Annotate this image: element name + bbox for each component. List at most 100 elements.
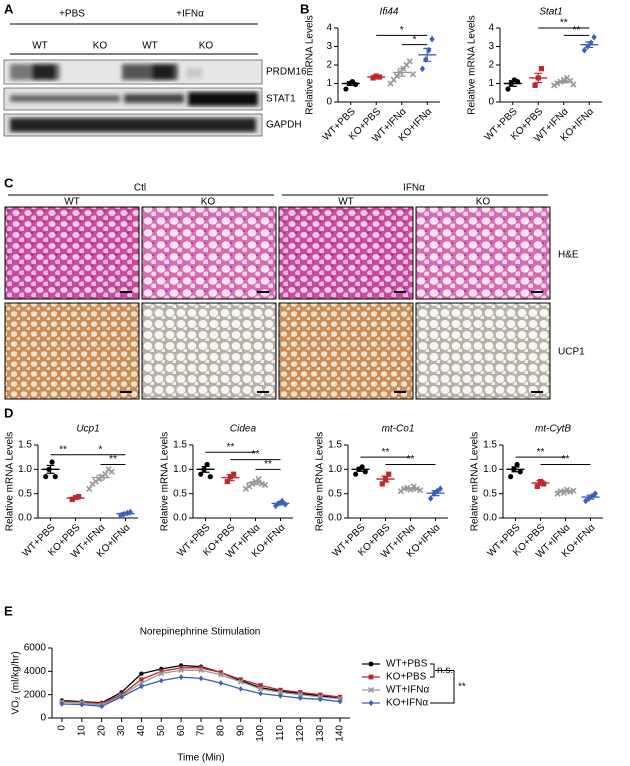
marker xyxy=(79,701,84,708)
y-tick-label: 1.0 xyxy=(483,464,497,475)
marker xyxy=(297,691,304,698)
marker xyxy=(517,469,523,475)
error-bar xyxy=(431,490,440,497)
significance-label: ** xyxy=(562,454,570,465)
marker xyxy=(279,497,285,505)
panel-label: A xyxy=(4,1,14,16)
y-tick-label: 4 xyxy=(488,23,494,34)
error-bar xyxy=(71,496,80,500)
y-tick-label: 4 xyxy=(326,23,332,34)
y-tick-label: 2 xyxy=(488,60,494,71)
y-tick-label: 0 xyxy=(40,713,46,724)
treatment-label: Ctl xyxy=(134,183,146,194)
genotype-label: KO xyxy=(199,41,214,52)
x-tick-label: 90 xyxy=(235,725,246,737)
marker xyxy=(277,689,284,696)
marker xyxy=(178,674,184,681)
error-bar xyxy=(121,512,130,516)
marker xyxy=(514,461,520,468)
treatment-label: IFNα xyxy=(403,183,425,194)
error-bar xyxy=(381,475,390,483)
marker xyxy=(258,690,263,697)
y-axis-label: Relative mRNA Levels xyxy=(305,15,316,114)
y-tick-label: 1 xyxy=(488,78,494,89)
marker xyxy=(337,695,343,702)
marker xyxy=(102,471,109,478)
y-axis-label: Relative mRNA Levels xyxy=(315,432,326,531)
marker xyxy=(318,692,323,697)
marker xyxy=(86,485,93,492)
marker xyxy=(591,33,597,41)
marker xyxy=(541,481,547,487)
marker xyxy=(238,685,243,692)
y-axis-label: Relative mRNA Levels xyxy=(470,432,481,531)
histology-image xyxy=(4,206,140,300)
marker xyxy=(278,692,283,699)
marker xyxy=(49,459,55,465)
error-bar xyxy=(356,466,365,472)
marker xyxy=(419,65,426,73)
marker xyxy=(237,679,244,685)
marker xyxy=(158,670,165,677)
y-tick-label: 2 xyxy=(326,60,332,71)
marker xyxy=(198,667,204,673)
significance-label: * xyxy=(413,34,417,45)
marker xyxy=(550,82,558,89)
legend-label: KO+PBS xyxy=(386,672,427,683)
marker xyxy=(119,694,124,700)
marker xyxy=(59,701,65,707)
marker xyxy=(207,474,213,480)
significance-label: ** xyxy=(537,447,545,458)
marker xyxy=(426,46,432,54)
marker xyxy=(352,81,359,88)
significance-label: ** xyxy=(252,449,260,460)
significance-label: ** xyxy=(382,447,390,458)
marker xyxy=(108,468,115,475)
marker xyxy=(532,82,538,88)
marker xyxy=(428,495,434,502)
histology-image xyxy=(415,206,551,300)
y-tick-label: 4000 xyxy=(24,666,47,677)
x-tick-label: 20 xyxy=(96,725,107,737)
chart-title: mt-Co1 xyxy=(382,424,415,435)
error-bar xyxy=(397,68,406,77)
genotype-label: WT xyxy=(64,197,80,208)
significance-label: ** xyxy=(227,442,235,453)
marker xyxy=(198,675,204,682)
marker xyxy=(386,471,392,477)
error-bar xyxy=(511,466,520,473)
error-bar xyxy=(423,47,432,62)
marker xyxy=(218,680,224,686)
marker xyxy=(353,471,359,477)
x-axis-label: Time (Min) xyxy=(177,753,224,764)
marker xyxy=(278,687,283,693)
genotype-label: KO xyxy=(201,197,216,208)
protein-label: GAPDH xyxy=(266,120,302,131)
significance-label: ** xyxy=(560,18,568,29)
histology-image xyxy=(278,302,414,400)
panel-label: D xyxy=(4,405,13,420)
x-tick-label: 30 xyxy=(116,725,127,737)
blot-bands xyxy=(10,92,258,106)
legend-bracket xyxy=(430,670,455,704)
error-bar xyxy=(586,494,595,500)
marker xyxy=(255,475,262,483)
legend-label: WT+PBS xyxy=(386,659,428,670)
legend-label: WT+IFNα xyxy=(386,685,429,696)
marker xyxy=(139,671,144,676)
marker xyxy=(570,81,577,88)
stain-label: H&E xyxy=(558,250,579,261)
error-bar xyxy=(226,474,235,482)
y-tick-label: 1.5 xyxy=(328,440,342,451)
y-tick-label: 3 xyxy=(326,41,332,52)
marker xyxy=(337,698,343,705)
error-bar xyxy=(534,72,543,84)
marker xyxy=(218,670,224,675)
y-tick-label: 2000 xyxy=(24,689,47,700)
marker xyxy=(139,677,144,682)
chart-title: Cidea xyxy=(230,424,257,435)
y-tick-label: 1.0 xyxy=(328,464,342,475)
significance-label: ** xyxy=(407,454,415,465)
marker xyxy=(159,677,164,684)
x-tick-label: 0 xyxy=(57,725,68,731)
